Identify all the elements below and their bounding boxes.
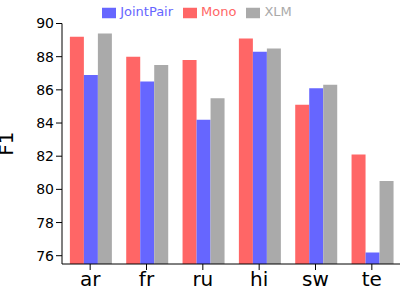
svg-text:ar: ar [80,267,101,291]
svg-text:F1: F1 [8,132,18,156]
html-text:Mono: Mono [201,4,237,19]
svg-text:84: 84 [36,115,54,131]
svg-text:ru: ru [192,267,213,291]
svg-text:fr: fr [139,267,155,291]
svg-text:te: te [362,267,382,291]
html-text:JointPair: JointPair [120,4,174,19]
svg-text:90: 90 [36,15,54,31]
svg-text:78: 78 [36,215,54,231]
svg-text:hi: hi [250,267,268,291]
svg-text:76: 76 [36,248,54,264]
svg-text:86: 86 [36,82,54,98]
svg-text:88: 88 [36,49,54,65]
svg-text:82: 82 [36,148,54,164]
svg-text:sw: sw [302,267,329,291]
svg-text:80: 80 [36,181,54,197]
html-text:XLM: XLM [264,4,292,19]
